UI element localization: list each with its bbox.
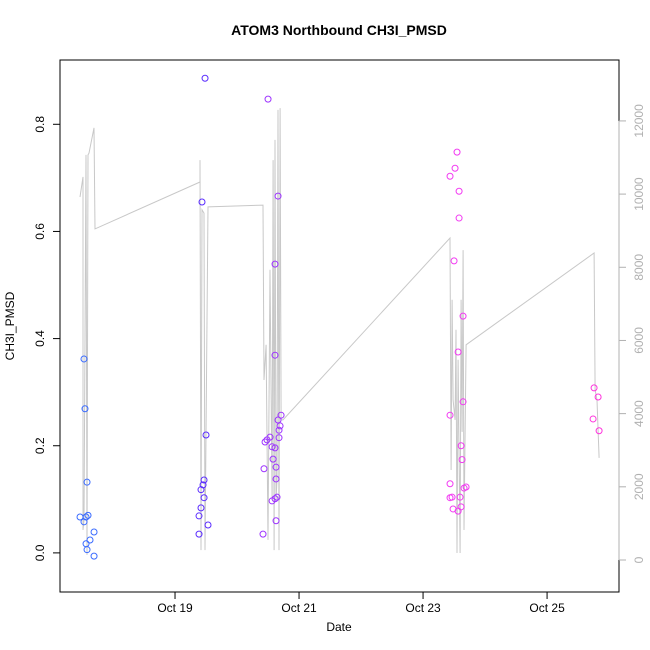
data-point <box>455 214 463 222</box>
data-point <box>198 198 206 206</box>
data-point <box>458 456 466 464</box>
axes: Oct 19 Oct 21 Oct 23 Oct 25 0.0 0.2 0.4 0.6 0.8 0… <box>33 104 646 615</box>
data-point <box>197 504 205 512</box>
y-tick-label: 0.8 <box>33 116 47 133</box>
data-point <box>271 351 279 359</box>
data-point <box>459 312 467 320</box>
data-point <box>459 398 467 406</box>
y2-tick-label: 2000 <box>632 473 646 500</box>
data-point <box>264 95 272 103</box>
x-axis-label: Date <box>326 620 352 634</box>
data-point <box>200 494 208 502</box>
data-point <box>204 521 212 529</box>
data-point <box>259 530 267 538</box>
y2-tick-label: 6000 <box>632 327 646 354</box>
data-point <box>201 74 209 82</box>
data-point <box>275 426 283 434</box>
y-axis-label: CH3I_PMSD <box>3 291 17 360</box>
chart-title: ATOM3 Northbound CH3I_PMSD <box>231 22 447 38</box>
data-point <box>594 393 602 401</box>
y2-tick-label: 10000 <box>632 177 646 211</box>
data-point <box>276 422 284 430</box>
data-point <box>271 260 279 268</box>
y2-tick-label: 4000 <box>632 400 646 427</box>
data-point <box>274 416 282 424</box>
x-tick-label: Oct 21 <box>281 601 317 615</box>
data-point <box>86 536 94 544</box>
data-point <box>83 546 91 554</box>
data-point <box>271 495 279 503</box>
y-tick-label: 0.6 <box>33 223 47 240</box>
data-point <box>277 411 285 419</box>
data-point <box>82 513 90 521</box>
data-point <box>272 517 280 525</box>
data-point <box>595 427 603 435</box>
data-point <box>271 444 279 452</box>
data-point <box>274 192 282 200</box>
data-point <box>457 503 465 511</box>
data-point <box>272 475 280 483</box>
count-line-layer <box>79 108 600 555</box>
x-tick-label: Oct 25 <box>529 601 565 615</box>
data-point <box>200 476 208 484</box>
y2-tick-label: 8000 <box>632 254 646 281</box>
data-point <box>195 530 203 538</box>
y2-tick-label: 0 <box>632 556 646 563</box>
data-point <box>266 433 274 441</box>
plot-frame <box>59 59 620 593</box>
data-point <box>453 148 461 156</box>
data-point <box>590 384 598 392</box>
data-point <box>457 442 465 450</box>
data-point <box>90 552 98 560</box>
x-tick-label: Oct 23 <box>405 601 441 615</box>
data-point <box>81 405 89 413</box>
data-point <box>80 355 88 363</box>
data-point <box>589 415 597 423</box>
data-point <box>90 528 98 536</box>
data-point <box>446 494 454 502</box>
data-point <box>273 493 281 501</box>
data-point <box>446 480 454 488</box>
data-point <box>261 438 269 446</box>
y-tick-label: 0.4 <box>33 330 47 347</box>
data-point <box>451 164 459 172</box>
data-point <box>275 434 283 442</box>
count-series-line <box>79 108 600 555</box>
data-point <box>450 257 458 265</box>
y-tick-label: 0.0 <box>33 544 47 561</box>
y2-tick-label: 12000 <box>632 104 646 138</box>
data-point <box>197 486 205 494</box>
data-point <box>268 443 276 451</box>
y-tick-label: 0.2 <box>33 437 47 454</box>
x-tick-label: Oct 19 <box>157 601 193 615</box>
data-point <box>195 512 203 520</box>
data-point <box>260 465 268 473</box>
points-layer <box>76 74 603 560</box>
data-point <box>460 484 468 492</box>
data-point <box>202 431 210 439</box>
data-point <box>455 187 463 195</box>
data-point <box>454 348 462 356</box>
data-point <box>272 463 280 471</box>
data-point <box>82 540 90 548</box>
data-point <box>446 172 454 180</box>
data-point <box>84 511 92 519</box>
data-point <box>269 455 277 463</box>
data-point <box>83 478 91 486</box>
data-point <box>456 493 464 501</box>
data-point <box>446 411 454 419</box>
